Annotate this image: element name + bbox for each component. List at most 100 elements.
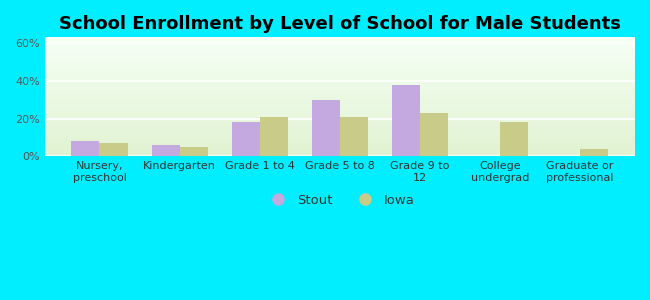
Bar <box>45 52 635 53</box>
Bar <box>392 85 420 157</box>
Bar <box>45 130 635 131</box>
Bar <box>260 117 288 157</box>
Bar <box>45 42 635 43</box>
Bar <box>45 134 635 135</box>
Bar <box>45 82 635 84</box>
Bar <box>45 100 635 102</box>
Bar <box>45 94 635 96</box>
Bar <box>45 74 635 76</box>
Bar <box>45 147 635 148</box>
Bar <box>45 68 635 70</box>
Bar <box>45 122 635 123</box>
Bar <box>45 60 635 61</box>
Bar <box>45 117 635 119</box>
Bar <box>45 139 635 140</box>
Bar <box>45 154 635 155</box>
Bar <box>72 141 99 157</box>
Bar <box>45 61 635 62</box>
Bar <box>45 81 635 83</box>
Bar <box>45 109 635 110</box>
Bar <box>45 44 635 46</box>
Bar <box>45 86 635 87</box>
Bar <box>45 90 635 91</box>
Bar <box>45 91 635 92</box>
Bar <box>45 125 635 127</box>
Bar <box>45 77 635 78</box>
Bar <box>99 143 127 157</box>
Bar <box>45 145 635 146</box>
Bar <box>45 85 635 86</box>
Bar <box>45 118 635 119</box>
Bar <box>45 78 635 79</box>
Bar <box>45 70 635 71</box>
Bar <box>45 43 635 44</box>
Bar <box>45 105 635 106</box>
Bar <box>45 131 635 133</box>
Bar <box>45 87 635 88</box>
Bar <box>45 102 635 103</box>
Bar <box>580 149 608 157</box>
Bar <box>45 37 635 38</box>
Bar <box>340 117 368 157</box>
Bar <box>45 115 635 116</box>
Bar <box>45 111 635 112</box>
Bar <box>45 53 635 54</box>
Bar <box>179 147 207 157</box>
Bar <box>45 152 635 153</box>
Bar <box>45 84 635 85</box>
Bar <box>45 129 635 130</box>
Bar <box>45 49 635 50</box>
Bar <box>45 106 635 108</box>
Bar <box>500 122 528 157</box>
Bar <box>312 100 340 157</box>
Bar <box>45 73 635 74</box>
Bar <box>45 151 635 152</box>
Bar <box>45 153 635 154</box>
Bar <box>45 88 635 90</box>
Bar <box>45 65 635 66</box>
Bar <box>45 136 635 137</box>
Bar <box>45 104 635 105</box>
Bar <box>45 99 635 101</box>
Bar <box>45 135 635 136</box>
Bar <box>45 48 635 49</box>
Bar <box>45 124 635 125</box>
Bar <box>45 64 635 65</box>
Bar <box>45 79 635 80</box>
Bar <box>420 113 448 157</box>
Bar <box>45 66 635 67</box>
Bar <box>45 146 635 147</box>
Bar <box>45 50 635 52</box>
Bar <box>45 155 635 157</box>
Bar <box>45 121 635 122</box>
Bar <box>45 128 635 129</box>
Bar <box>45 97 635 98</box>
Bar <box>45 114 635 115</box>
Bar <box>45 59 635 60</box>
Bar <box>45 143 635 145</box>
Bar <box>45 141 635 142</box>
Bar <box>45 133 635 134</box>
Bar <box>45 46 635 47</box>
Bar <box>45 56 635 58</box>
Bar <box>45 103 635 104</box>
Bar <box>45 92 635 93</box>
Bar <box>45 67 635 68</box>
Title: School Enrollment by Level of School for Male Students: School Enrollment by Level of School for… <box>59 15 621 33</box>
Bar <box>45 96 635 97</box>
Bar <box>45 110 635 111</box>
Bar <box>45 119 635 121</box>
Bar <box>45 38 635 40</box>
Bar <box>45 58 635 59</box>
Bar <box>231 122 260 157</box>
Bar <box>45 71 635 72</box>
Bar <box>45 80 635 81</box>
Bar <box>45 76 635 77</box>
Bar <box>45 123 635 124</box>
Bar <box>45 112 635 114</box>
Bar <box>151 145 179 157</box>
Bar <box>45 54 635 55</box>
Bar <box>45 55 635 56</box>
Bar <box>45 108 635 109</box>
Bar <box>45 116 635 117</box>
